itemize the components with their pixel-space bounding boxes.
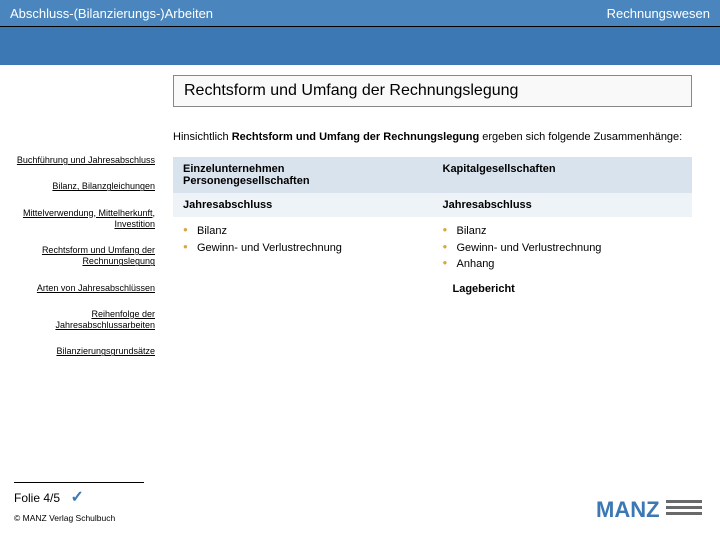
row-label-left: Jahresabschluss [173,193,433,217]
main-area: Buchführung und Jahresabschluss Bilanz, … [0,65,720,481]
list-item: Bilanz [183,223,423,240]
intro-pre: Hinsichtlich [173,131,232,143]
content-area: Rechtsform und Umfang der Rechnungslegun… [165,65,720,481]
extra-label: Lagebericht [443,273,683,295]
header-title-left: Abschluss-(Bilanzierungs-)Arbeiten [10,6,213,21]
sidebar-item[interactable]: Mittelverwendung, Mittelherkunft, Invest… [8,208,155,231]
right-bullet-list: Bilanz Gewinn- und Verlustrechnung Anhan… [443,223,683,273]
sidebar-item[interactable]: Bilanz, Bilanzgleichungen [8,181,155,192]
intro-post: ergeben sich folgende Zusammenhänge: [479,131,682,143]
sidebar-item[interactable]: Bilanzierungsgrundsätze [8,346,155,357]
publisher-logo: MANZ [596,495,706,530]
col-header-left-line2: Personengesellschaften [183,175,310,187]
comparison-table: Einzelunternehmen Personengesellschaften… [173,157,692,301]
footer-divider [14,482,144,483]
page-number: Folie 4/5 [14,491,60,505]
col-header-left-line1: Einzelunternehmen [183,163,284,175]
col-header-right: Kapitalgesellschaften [443,163,556,175]
sidebar-item[interactable]: Reihenfolge der Jahresabschlussarbeiten [8,309,155,332]
sidebar: Buchführung und Jahresabschluss Bilanz, … [0,65,165,481]
check-icon: ✓ [70,487,83,507]
list-item: Gewinn- und Verlustrechnung [183,240,423,257]
sidebar-item[interactable]: Rechtsform und Umfang der Rechnungslegun… [8,245,155,268]
accent-band [0,27,720,65]
slide-title: Rechtsform und Umfang der Rechnungslegun… [173,75,692,107]
row-label-right: Jahresabschluss [433,193,693,217]
left-bullet-list: Bilanz Gewinn- und Verlustrechnung [183,223,423,256]
sidebar-item[interactable]: Buchführung und Jahresabschluss [8,155,155,166]
list-item: Bilanz [443,223,683,240]
header-title-right: Rechnungswesen [607,6,710,21]
list-item: Anhang [443,256,683,273]
sidebar-item[interactable]: Arten von Jahresabschlüssen [8,283,155,294]
footer: Folie 4/5 ✓ © MANZ Verlag Schulbuch MANZ [0,482,720,540]
intro-text: Hinsichtlich Rechtsform und Umfang der R… [173,131,692,143]
intro-bold: Rechtsform und Umfang der Rechnungslegun… [232,131,480,143]
list-item: Gewinn- und Verlustrechnung [443,240,683,257]
header-bar: Abschluss-(Bilanzierungs-)Arbeiten Rechn… [0,0,720,26]
svg-text:MANZ: MANZ [596,497,660,522]
